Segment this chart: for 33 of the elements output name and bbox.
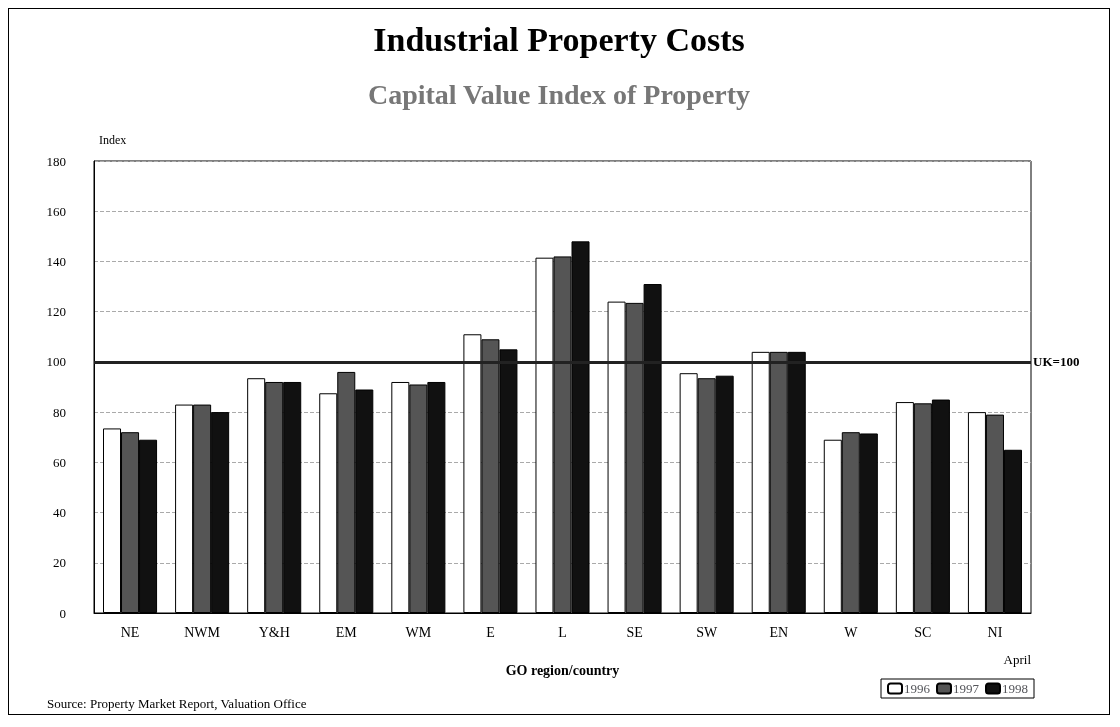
legend-label: 1998 <box>1002 681 1028 696</box>
x-tick-label: WM <box>405 624 432 640</box>
y-tick-label: 100 <box>46 354 66 370</box>
x-tick-label: SW <box>696 624 718 640</box>
chart-subtitle: Capital Value Index of Property <box>367 78 751 110</box>
x-tick-label: SE <box>626 624 643 640</box>
source-note: Source: Property Market Report, Valuation Office <box>47 696 307 711</box>
x-tick-label: Y&H <box>258 624 290 640</box>
x-tick-label: W <box>844 624 859 640</box>
y-tick-label: 140 <box>46 253 66 269</box>
y-tick-label: 80 <box>53 404 66 420</box>
y-tick-label: 40 <box>53 505 66 521</box>
chart-title: Industrial Property Costs <box>373 20 745 58</box>
y-tick-label: 180 <box>46 153 66 169</box>
x-tick-label: E <box>486 624 495 640</box>
y-tick-label: 120 <box>46 304 66 320</box>
y-tick-label: 160 <box>46 203 66 219</box>
x-tick-label: NE <box>120 624 140 640</box>
y-tick-label: 60 <box>53 454 66 470</box>
y-tick-label: 20 <box>53 555 66 571</box>
x-axis-title: GO region/country <box>505 662 620 678</box>
x-tick-label: SC <box>914 624 932 640</box>
y-axis-title: Index <box>99 133 127 147</box>
x-tick-label: NWM <box>184 624 221 640</box>
legend-label: 1996 <box>904 681 931 696</box>
x-tick-label: EN <box>769 624 789 640</box>
legend-label: 1997 <box>953 681 980 696</box>
text: April <box>1003 652 1032 667</box>
y-tick-label: 0 <box>59 605 66 621</box>
ref-line-label: UK=100 <box>1033 354 1080 370</box>
x-tick-label: EM <box>335 624 358 640</box>
x-tick-label: L <box>558 624 567 640</box>
x-tick-label: NI <box>987 624 1003 640</box>
